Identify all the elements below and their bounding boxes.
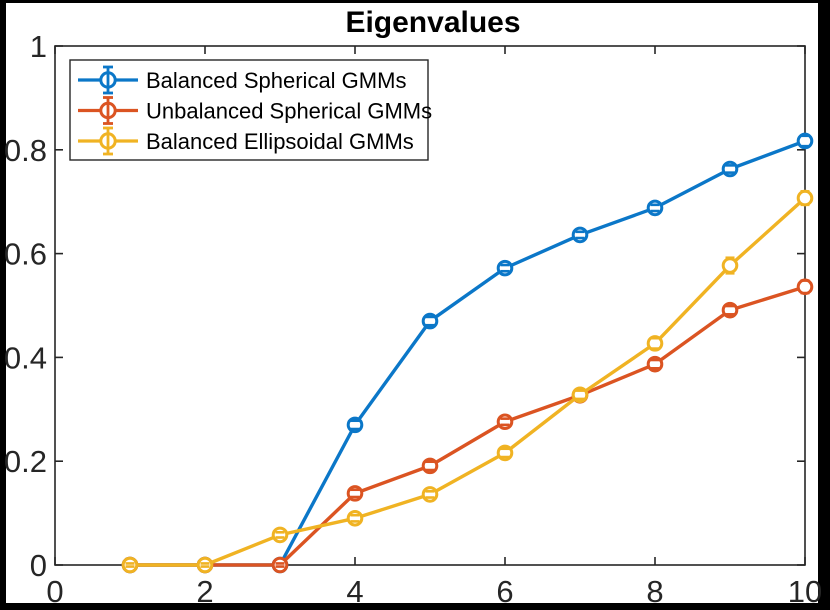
data-point-marker <box>421 486 439 503</box>
x-tick-label: 0 <box>46 574 63 609</box>
data-point-marker <box>571 226 589 244</box>
legend-label: Balanced Ellipsoidal GMMs <box>146 129 414 154</box>
series-line-unbalanced-spherical-gmms <box>128 285 807 567</box>
data-point-marker <box>646 199 664 217</box>
legend-label: Unbalanced Spherical GMMs <box>146 99 432 124</box>
y-tick-label: 0.2 <box>4 444 47 479</box>
series-line-balanced-ellipsoidal-gmms <box>128 196 807 567</box>
y-tick-label: 0 <box>30 548 47 583</box>
x-tick-label: 4 <box>346 574 363 609</box>
legend: Balanced Spherical GMMs Unbalanced Spheri… <box>69 59 432 161</box>
legend-item: Balanced Ellipsoidal GMMs <box>78 126 414 156</box>
y-tick-label: 0.6 <box>4 237 47 272</box>
data-point-marker <box>121 556 139 574</box>
data-point-marker <box>271 556 289 574</box>
x-tick-label: 10 <box>788 574 822 609</box>
x-tick-label: 2 <box>196 574 213 609</box>
data-point-marker <box>496 413 514 431</box>
y-tick-label: 0.8 <box>4 133 47 168</box>
y-tick-label: 1 <box>30 29 47 64</box>
chart-title: Eigenvalues <box>345 6 520 39</box>
series-balanced-ellipsoidal-gmms <box>121 189 814 574</box>
legend-item: Unbalanced Spherical GMMs <box>78 96 432 125</box>
x-tick-label: 6 <box>496 574 513 609</box>
data-point-marker <box>346 509 364 527</box>
data-point-marker <box>796 189 814 207</box>
data-point-marker <box>271 526 289 544</box>
data-point-marker <box>196 556 214 574</box>
data-point-marker <box>721 257 739 274</box>
data-point-marker <box>796 132 814 150</box>
data-point-marker <box>796 278 814 296</box>
y-tick-label: 0.4 <box>4 340 47 375</box>
x-tick-label: 8 <box>646 574 663 609</box>
plot-layer: 0 2 4 6 8 10 0 0.2 0.4 0.6 0.8 1 Balanced Spherical … <box>4 29 822 609</box>
legend-item: Balanced Spherical GMMs <box>78 65 406 95</box>
data-point-marker <box>646 335 664 352</box>
legend-label: Balanced Spherical GMMs <box>146 68 406 93</box>
data-point-marker <box>496 259 514 277</box>
